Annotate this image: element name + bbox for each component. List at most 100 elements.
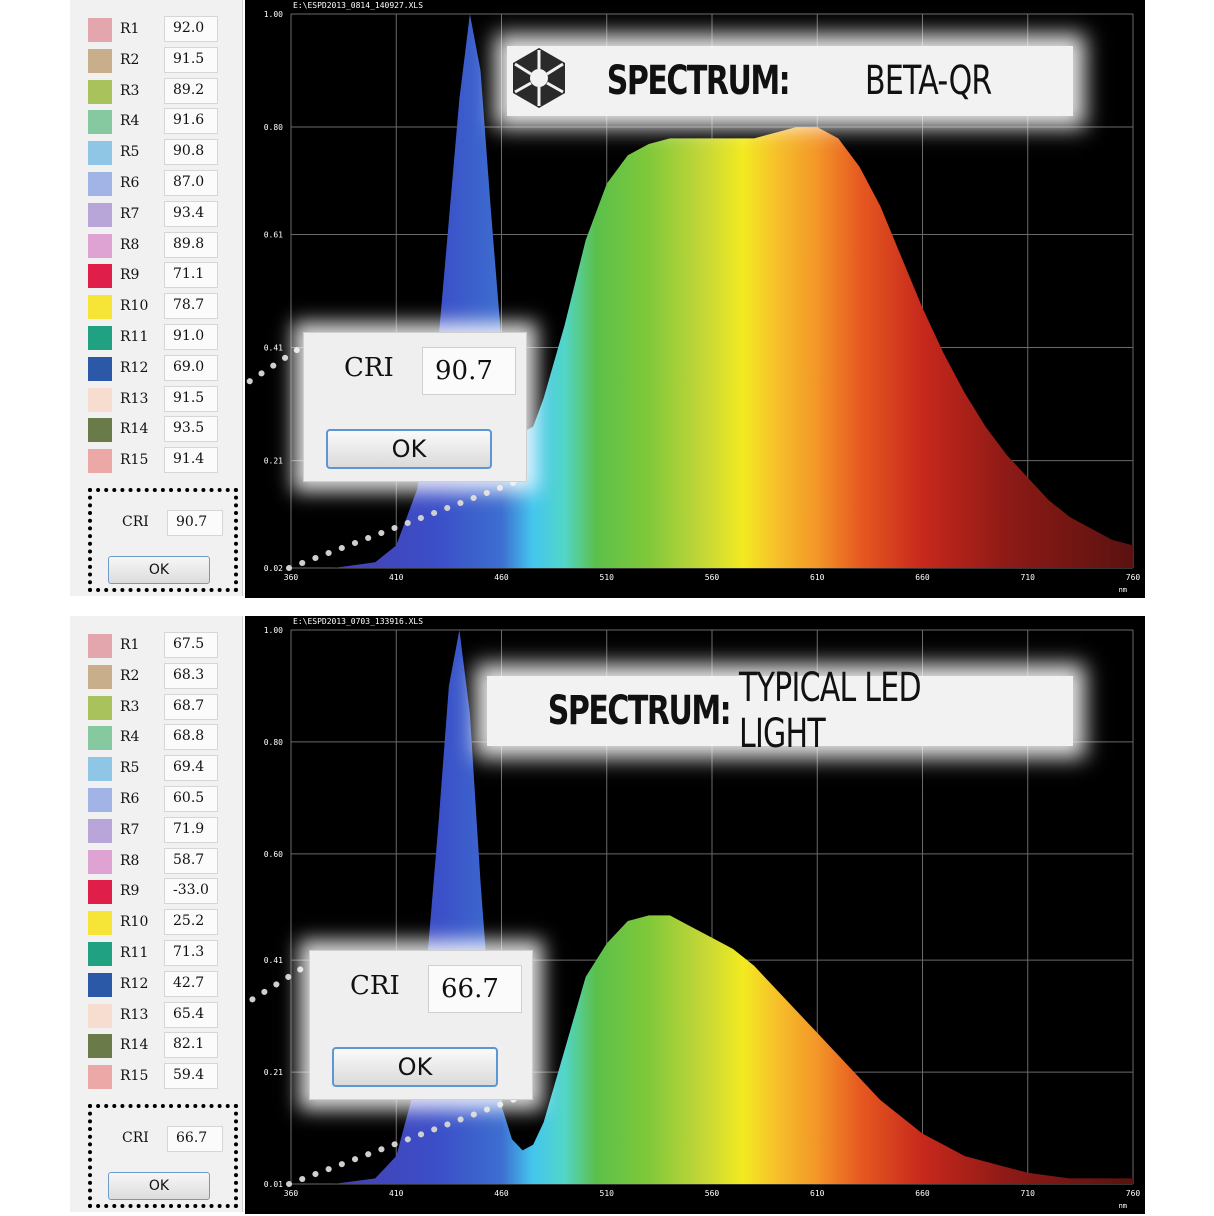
- cri-row: R13 91.5: [88, 385, 228, 412]
- color-swatch: [88, 202, 112, 227]
- cri-dialog-label: CRI: [344, 353, 394, 383]
- cri-summary-label: CRI: [122, 514, 149, 530]
- cri-row-value: 42.7: [164, 970, 218, 997]
- x-tick-label: 410: [389, 1189, 404, 1198]
- color-swatch: [88, 880, 112, 905]
- cri-row: R2 68.3: [88, 662, 228, 689]
- cri-row: R12 69.0: [88, 354, 228, 381]
- color-swatch: [88, 172, 112, 196]
- cri-row: R15 91.4: [88, 447, 228, 474]
- spectrum-area: [291, 630, 1133, 1184]
- cri-row-label: R12: [120, 975, 149, 992]
- x-tick-label: 460: [494, 1189, 509, 1198]
- color-swatch: [88, 295, 112, 320]
- cri-row-label: R13: [120, 390, 149, 407]
- cri-row-label: R13: [120, 1006, 149, 1023]
- cri-row-label: R11: [120, 329, 149, 345]
- x-tick-label: 610: [810, 573, 825, 582]
- cri-row-label: R3: [120, 698, 140, 715]
- cri-row-value: 91.4: [164, 447, 218, 474]
- x-axis-unit-label: nm: [1119, 586, 1127, 594]
- cri-row-label: R4: [120, 113, 140, 130]
- cri-row-value: 71.3: [164, 940, 218, 966]
- y-tick-label: 0.80: [264, 738, 283, 747]
- cri-dialog-value: 66.7: [428, 965, 522, 1013]
- cri-row: R15 59.4: [88, 1063, 228, 1090]
- cri-row-value: 91.5: [164, 385, 218, 412]
- cri-row-value: 59.4: [164, 1063, 218, 1090]
- x-tick-label: 560: [705, 573, 720, 582]
- cri-row-label: R4: [120, 729, 140, 746]
- cri-row-value: 78.7: [164, 293, 218, 320]
- spectrum-chart: 0.01 0.21 0.41 0.60 0.80 1.00 360 410 460 510 560 6…: [245, 616, 1145, 1214]
- cri-row: R1 67.5: [88, 632, 228, 658]
- dialog-ok-button[interactable]: OK: [326, 429, 492, 469]
- cri-row-label: R1: [120, 21, 140, 37]
- x-tick-label: 510: [600, 573, 615, 582]
- cri-row-label: R9: [120, 883, 140, 900]
- color-swatch: [88, 141, 112, 166]
- color-swatch: [88, 79, 112, 104]
- x-tick-label: 510: [600, 1189, 615, 1198]
- cri-row-label: R7: [120, 821, 140, 838]
- cri-row-value: 67.5: [164, 632, 218, 658]
- cri-row: R10 78.7: [88, 293, 228, 320]
- cri-row: R4 68.8: [88, 724, 228, 751]
- mini-ok-button[interactable]: OK: [108, 1172, 210, 1200]
- color-swatch: [88, 110, 112, 135]
- cri-row-label: R10: [120, 298, 149, 315]
- cri-row: R6 60.5: [88, 786, 228, 812]
- cri-row-value: 91.0: [164, 324, 218, 350]
- y-tick-label: 1.00: [264, 10, 283, 19]
- cri-row-value: 89.8: [164, 231, 218, 258]
- cri-row: R2 91.5: [88, 46, 228, 73]
- cri-row: R9 -33.0: [88, 878, 228, 905]
- cri-row-value: 58.7: [164, 847, 218, 874]
- spectrum-banner: SPECTRUM: TYPICAL LED LIGHT: [487, 665, 1073, 757]
- cri-row-label: R2: [120, 51, 140, 68]
- color-swatch: [88, 1034, 112, 1059]
- y-tick-label: 1.00: [264, 626, 283, 635]
- cri-row-value: 90.8: [164, 139, 218, 166]
- cri-row-label: R15: [120, 1068, 149, 1085]
- cri-summary-box: CRI 90.7 OK: [88, 488, 238, 592]
- x-tick-label: 560: [705, 1189, 720, 1198]
- cri-summary-box: CRI 66.7 OK: [88, 1104, 238, 1208]
- x-tick-label: 360: [284, 573, 299, 582]
- y-tick-label: 0.41: [264, 344, 283, 353]
- y-tick-label: 0.60: [264, 850, 283, 859]
- x-tick-label: 660: [915, 573, 930, 582]
- cri-row: R9 71.1: [88, 262, 228, 289]
- cri-row: R6 87.0: [88, 170, 228, 196]
- dialog-ok-button[interactable]: OK: [332, 1047, 498, 1087]
- cri-row-value: 71.9: [164, 816, 218, 843]
- cri-row: R11 71.3: [88, 940, 228, 966]
- cri-row-value: -33.0: [164, 878, 218, 905]
- cri-row-value: 68.7: [164, 693, 218, 720]
- color-swatch: [88, 449, 112, 474]
- cri-row-label: R14: [120, 1037, 149, 1054]
- cri-row-value: 25.2: [164, 909, 218, 936]
- file-name-label: E:\ESPD2013_0703_133916.XLS: [293, 617, 424, 626]
- cri-values-list: R1 92.0 R2 91.5 R3 89.2 R4 91.6 R5 90.8 R6 87.0 R7 93…: [70, 0, 243, 596]
- cri-values-list: R1 67.5 R2 68.3 R3 68.7 R4 68.8 R5 69.4 R6 60.5 R7 71…: [70, 616, 243, 1212]
- color-swatch: [88, 757, 112, 782]
- cri-row: R14 82.1: [88, 1032, 228, 1059]
- cri-summary-value: 90.7: [167, 510, 223, 536]
- banner-title-rest: BETA-QR: [865, 58, 992, 104]
- cri-row-label: R8: [120, 236, 140, 253]
- cri-row-label: R5: [120, 144, 140, 161]
- cri-dialog: CRI 90.7 OK: [303, 332, 527, 482]
- y-tick-label: 0.80: [264, 123, 283, 132]
- cri-row: R7 93.4: [88, 200, 228, 227]
- color-swatch: [88, 387, 112, 412]
- color-swatch: [88, 1065, 112, 1090]
- cri-row-label: R12: [120, 359, 149, 376]
- mini-ok-button[interactable]: OK: [108, 556, 210, 584]
- cri-row-value: 93.5: [164, 416, 218, 443]
- cri-row-value: 69.4: [164, 755, 218, 782]
- cri-summary-label: CRI: [122, 1130, 149, 1146]
- y-tick-label: 0.01: [264, 1180, 283, 1189]
- cri-row-value: 91.5: [164, 46, 218, 73]
- color-swatch: [88, 418, 112, 443]
